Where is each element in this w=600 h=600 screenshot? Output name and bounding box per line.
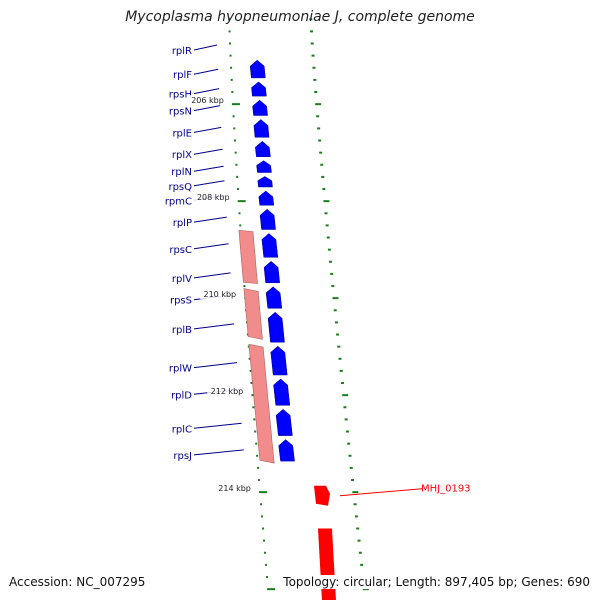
gene-label-rplF[interactable]: rplF: [173, 70, 192, 81]
gene-arrow-rpsS[interactable]: [265, 286, 283, 309]
gene-arrow-rpsC[interactable]: [261, 233, 279, 258]
gene-leader-line: [193, 105, 221, 112]
gene-leader-line: [193, 148, 223, 155]
gene-arrow-rpsN[interactable]: [252, 99, 268, 116]
gene-label-rplW[interactable]: rplW: [169, 364, 192, 375]
gene-arrow-rpsQ[interactable]: [257, 176, 273, 188]
reverse-gene-block: [243, 288, 263, 340]
scale-label: 214 kbp: [218, 484, 251, 493]
gene-label-rpsS[interactable]: rpsS: [170, 296, 192, 307]
gene-label-rplP[interactable]: rplP: [173, 218, 192, 229]
reverse-strand-genes: [238, 229, 275, 464]
gene-label-rplV[interactable]: rplV: [172, 274, 192, 285]
map-title: Mycoplasma hyopneumoniae J, complete gen…: [125, 9, 475, 25]
gene-label-rplR[interactable]: rplR: [172, 46, 192, 57]
gene-label-rplC[interactable]: rplC: [172, 424, 192, 435]
gene-arrow-rpmC[interactable]: [258, 190, 275, 206]
gene-label-rpsN[interactable]: rpsN: [169, 107, 192, 118]
gene-arrow-rplC[interactable]: [275, 408, 293, 436]
gene-label-rplB[interactable]: rplB: [172, 325, 192, 336]
gene-label-rpsQ[interactable]: rpsQ: [168, 182, 192, 193]
gene-arrow-rplW[interactable]: [270, 345, 288, 376]
gene-arrow-rplD[interactable]: [273, 378, 291, 406]
gene-label-MHJ_0193[interactable]: MHJ_0193: [421, 484, 471, 495]
gene-leader-line: [193, 68, 219, 75]
scale-label: 212 kbp: [211, 387, 244, 396]
scale-label-bg: [187, 95, 226, 106]
gene-arrow-rplN[interactable]: [256, 160, 272, 173]
gene-arrow-rpsJ[interactable]: [278, 439, 295, 462]
scale-label-bg: [207, 386, 246, 397]
scale-label-bg: [214, 483, 253, 494]
gene-label-rpsH[interactable]: rpsH: [169, 90, 192, 101]
gene-leader-line: [193, 216, 227, 223]
gene-label-rpmC[interactable]: rpmC: [165, 196, 192, 207]
gene-leader-line: [193, 323, 235, 330]
reverse-gene-block: [248, 343, 275, 464]
gene-label-rpsC[interactable]: rpsC: [169, 245, 192, 256]
gene-leader-line: [193, 272, 231, 279]
scale-label-bg: [200, 289, 239, 300]
gene-arrow-rplV[interactable]: [263, 260, 280, 284]
gene-label-rpsJ[interactable]: rpsJ: [173, 451, 192, 462]
reverse-gene-block: [238, 229, 258, 284]
scale-label: 208 kbp: [197, 193, 230, 202]
gene-leader-line: [193, 449, 244, 456]
gene-label-rplE[interactable]: rplE: [172, 128, 192, 139]
gene-leader-line: [193, 243, 229, 250]
gene-label-rplX[interactable]: rplX: [172, 150, 192, 161]
gene-leader-line: [193, 180, 225, 187]
scale-label: 206 kbp: [191, 96, 224, 105]
gene-arrow-rplE[interactable]: [253, 119, 270, 138]
gene-label-rplN[interactable]: rplN: [171, 167, 192, 178]
gene-leader-line: [193, 362, 238, 369]
scale-label-bg: [0, 0, 38, 9]
scale-label: 210 kbp: [204, 290, 237, 299]
gene-leader-line: [193, 44, 218, 51]
gene-arrow-rplF[interactable]: [249, 59, 266, 79]
gene-leader-line: [193, 88, 220, 95]
gene-labels: rplR rplF rpsH rpsN rplE rplX rplN rpsQ rpmC rplP…: [165, 44, 244, 462]
gene-label-rplD[interactable]: rplD: [171, 390, 192, 401]
gene-arrow-rpsH[interactable]: [251, 81, 267, 97]
accession-text: Accession: NC_007295: [9, 575, 146, 589]
gene-arrow-rplB[interactable]: [267, 311, 285, 343]
gene-arrow-rplP[interactable]: [259, 208, 276, 230]
highlight-gene-block: [317, 528, 336, 600]
gene-leader-line: [193, 126, 222, 133]
gene-leader-line: [193, 422, 242, 429]
forward-strand-genes: [249, 59, 295, 462]
genome-summary-text: Topology: circular; Length: 897,405 bp; …: [283, 575, 590, 589]
highlight-leader-line: [339, 488, 423, 497]
scale-label-bg: [193, 192, 232, 203]
gene-leader-line: [193, 165, 224, 172]
gene-arrow-rplX[interactable]: [255, 140, 271, 157]
gene-arrow-MHJ_0193[interactable]: [313, 485, 330, 506]
